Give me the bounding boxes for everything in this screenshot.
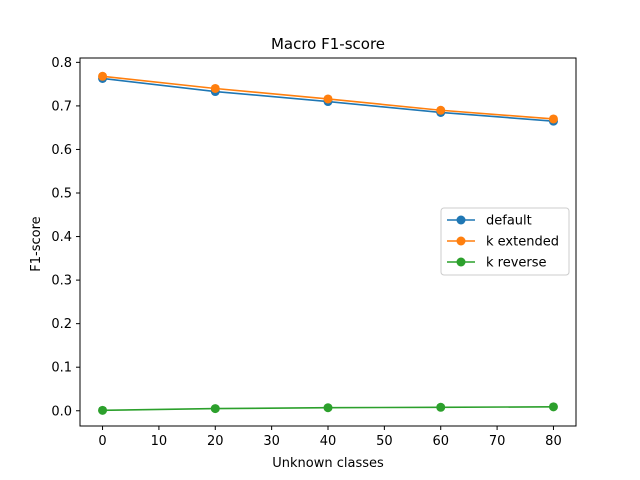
data-point-2-0 [98, 405, 108, 415]
y-tick-label: 0.0 [51, 404, 72, 419]
series-1 [98, 71, 558, 124]
legend-label: k reverse [486, 256, 547, 271]
legend-marker [456, 257, 466, 267]
x-tick-label: 0 [98, 434, 106, 449]
x-tick-label: 10 [151, 434, 168, 449]
series-2 [98, 402, 558, 415]
data-point-2-2 [323, 403, 333, 413]
legend-label: k extended [486, 235, 559, 250]
data-point-1-1 [210, 83, 220, 93]
axes-layer: 0 10 20 30 40 50 60 70 80 0.0 0.1 0.2 0.3 0.4 0.5 0.6 0.… [51, 56, 577, 449]
data-point-1-4 [548, 114, 558, 124]
legend-box [440, 207, 570, 276]
x-tick-label: 20 [207, 434, 224, 449]
data-point-1-0 [98, 71, 108, 81]
legend-marker [456, 215, 466, 225]
data-point-2-3 [436, 402, 446, 412]
y-tick-label: 0.6 [51, 143, 72, 158]
legend: default k extended k reverse [440, 207, 570, 276]
y-tick-label: 0.1 [51, 361, 72, 376]
data-point-2-1 [210, 404, 220, 414]
y-tick-label: 0.2 [51, 317, 72, 332]
series-layer [98, 71, 558, 415]
x-axis-title: Unknown classes [272, 456, 384, 471]
y-tick-label: 0.4 [51, 230, 72, 245]
y-tick-label: 0.5 [51, 187, 72, 202]
x-tick-label: 40 [320, 434, 337, 449]
y-axis-title: F1-score [29, 216, 44, 271]
legend-item-2: k reverse [447, 256, 547, 271]
data-point-1-2 [323, 94, 333, 104]
x-tick-label: 60 [432, 434, 449, 449]
y-tick-label: 0.3 [51, 274, 72, 289]
legend-marker [456, 236, 466, 246]
chart-title: Macro F1-score [271, 35, 385, 53]
y-tick-label: 0.7 [51, 99, 72, 114]
legend-label: default [486, 214, 532, 229]
data-point-2-4 [548, 402, 558, 412]
data-point-1-3 [436, 105, 446, 115]
legend-item-0: default [447, 214, 532, 229]
y-tick-label: 0.8 [51, 56, 72, 71]
legend-item-1: k extended [447, 235, 559, 250]
x-tick-label: 70 [489, 434, 506, 449]
x-tick-label: 80 [545, 434, 562, 449]
x-tick-label: 50 [376, 434, 393, 449]
x-tick-label: 30 [263, 434, 280, 449]
